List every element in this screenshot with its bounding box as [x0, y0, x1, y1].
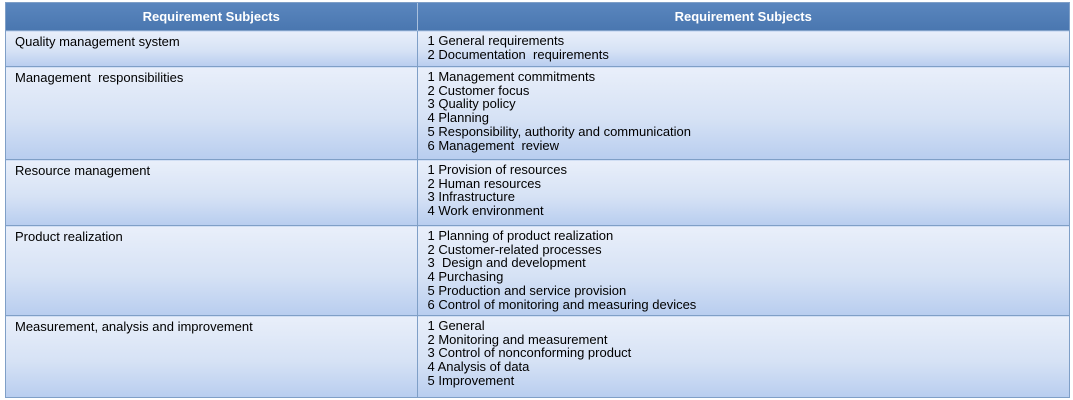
list-item: 3 Control of nonconforming product — [427, 345, 632, 361]
table-row: Quality management system 1 General requ… — [6, 30, 1069, 67]
list-item: 6 Management review — [427, 137, 560, 153]
list-item: 4 Analysis of data — [427, 359, 530, 375]
list-item: 1 General requirements — [427, 33, 565, 48]
list-item: 1 Provision of resources — [427, 162, 567, 177]
subject-label: Management responsibilities — [15, 70, 184, 85]
list-item: 4 Planning — [427, 110, 489, 126]
column-header-subjects: Requirement Subjects — [6, 3, 418, 31]
items-cell: 1 General 2 Monitoring and measurement 3… — [417, 315, 1069, 397]
column-header-details: Requirement Subjects — [417, 3, 1069, 31]
list-item: 1 Planning of product realization — [427, 228, 614, 243]
requirements-table: Requirement Subjects Requirement Subject… — [5, 2, 1070, 398]
subject-label: Measurement, analysis and improvement — [15, 319, 253, 334]
items-cell: 1 Management commitments 2 Customer focu… — [417, 66, 1069, 160]
subject-cell: Management responsibilities — [6, 66, 418, 160]
list-item: 2 Monitoring and measurement — [427, 331, 608, 347]
table-row: Management responsibilities 1 Management… — [6, 66, 1069, 160]
list-item: 6 Control of monitoring and measuring de… — [427, 296, 697, 312]
subject-cell: Resource management — [6, 159, 418, 226]
table-row: Resource management 1 Provision of resou… — [6, 159, 1069, 226]
subject-cell: Quality management system — [6, 30, 418, 67]
list-item: 1 Management commitments — [427, 69, 596, 84]
subject-cell: Product realization — [6, 225, 418, 316]
items-cell: 1 General requirements 2 Documentation r… — [417, 30, 1069, 67]
list-item: 2 Customer-related processes — [427, 241, 602, 257]
subject-label: Resource management — [15, 163, 151, 178]
table-header-row: Requirement Subjects Requirement Subject… — [6, 3, 1069, 31]
items-cell: 1 Planning of product realization 2 Cust… — [417, 225, 1069, 316]
list-item: 5 Responsibility, authority and communic… — [427, 123, 692, 139]
subject-label: Quality management system — [15, 34, 180, 49]
list-item: 2 Customer focus — [427, 82, 530, 98]
list-item: 4 Purchasing — [427, 269, 504, 285]
list-item: 3 Infrastructure — [427, 189, 515, 205]
list-item: 2 Documentation requirements — [427, 46, 609, 62]
list-item: 4 Work environment — [427, 203, 544, 219]
subject-label: Product realization — [15, 229, 123, 244]
list-item: 1 General — [427, 318, 485, 333]
list-item: 5 Production and service provision — [427, 282, 627, 298]
list-item: 2 Human resources — [427, 175, 541, 191]
subject-cell: Measurement, analysis and improvement — [6, 315, 418, 397]
list-item: 3 Quality policy — [427, 96, 516, 112]
items-cell: 1 Provision of resources 2 Human resourc… — [417, 159, 1069, 226]
table-row: Measurement, analysis and improvement 1 … — [6, 315, 1069, 397]
list-item: 5 Improvement — [427, 372, 515, 388]
list-item: 3 Design and development — [427, 255, 586, 271]
table-row: Product realization 1 Planning of produc… — [6, 225, 1069, 316]
